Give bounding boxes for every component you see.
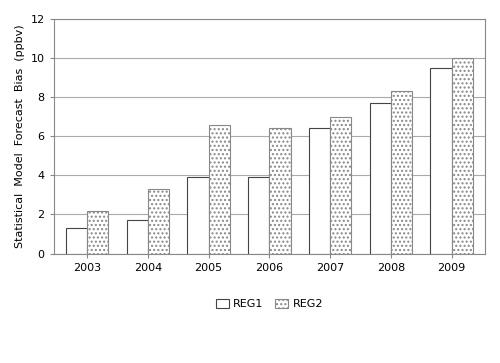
Legend: REG1, REG2: REG1, REG2: [211, 294, 328, 314]
Bar: [188, 177, 208, 253]
Bar: [66, 228, 87, 253]
Bar: [370, 103, 391, 253]
Y-axis label: Statistical  Model  Forecast  Bias  (ppbv): Statistical Model Forecast Bias (ppbv): [15, 24, 25, 248]
Bar: [208, 125, 230, 253]
Bar: [248, 177, 270, 253]
Bar: [87, 211, 108, 253]
Bar: [391, 91, 412, 253]
Bar: [430, 68, 452, 253]
Bar: [126, 220, 148, 253]
Bar: [330, 117, 351, 253]
Bar: [309, 129, 330, 253]
Bar: [148, 189, 169, 253]
Bar: [452, 58, 473, 253]
Bar: [270, 129, 290, 253]
